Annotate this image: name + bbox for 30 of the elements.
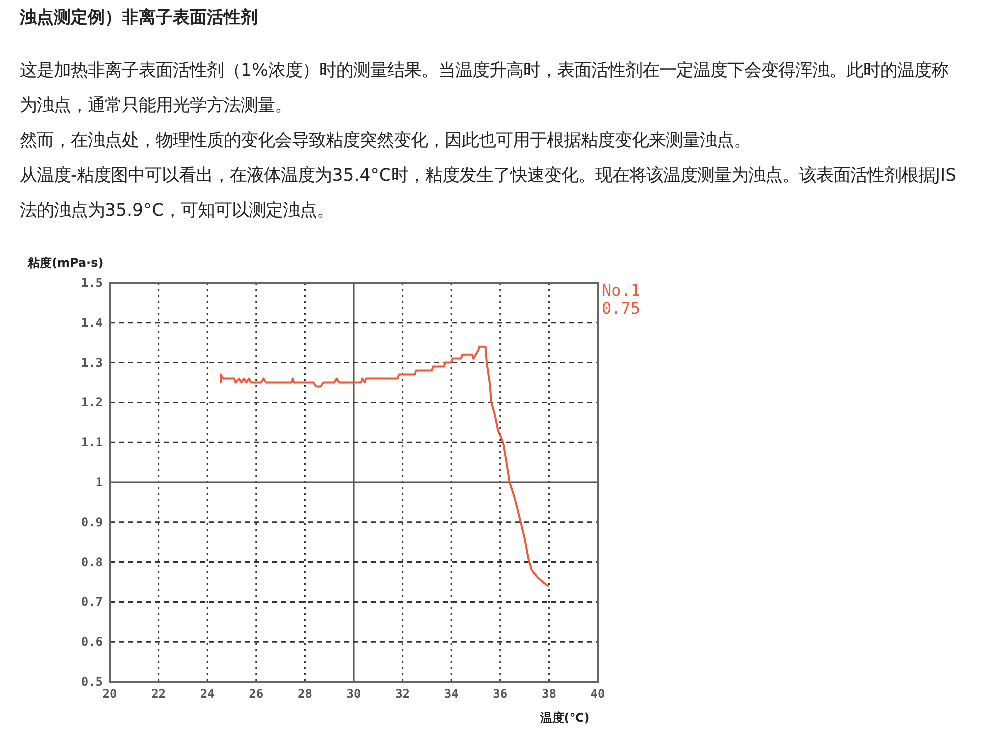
x-tick-label: 40	[590, 687, 606, 701]
x-tick-label: 22	[152, 687, 166, 701]
y-tick-label: 1.3	[81, 356, 103, 370]
x-tick-label: 20	[102, 687, 118, 701]
x-tick-label: 32	[396, 687, 410, 701]
text: 然而，在浊点处，物理性质的变化会导致粘度突然变化，因此也可用于根据粘度变化来测量浊点。	[20, 130, 752, 153]
text: No.1 0.75	[602, 281, 650, 318]
x-tick-label: 30	[346, 687, 362, 701]
text: 从温度-粘度图中可以看出，在液体温度为35.4°C时，粘度发生了快速变化。现在将该温度测量为浊点。该表面活性剂根据JIS法的浊点为35.9°C，可知可以测定浊点。	[20, 165, 958, 223]
x-tick-label: 38	[542, 687, 556, 701]
y-axis-title: 粘度(mPa·s)	[27, 256, 104, 270]
y-tick-label: 1	[96, 476, 103, 490]
y-tick-label: 1.2	[81, 396, 103, 410]
y-tick-label: 0.6	[81, 635, 103, 650]
chart-title: 浊点测定例）非离子表面活性剂	[20, 7, 258, 29]
x-tick-label: 26	[249, 687, 264, 701]
y-tick-label: 1.5	[81, 276, 103, 290]
y-tick-label: 1.1	[81, 436, 103, 450]
line-series	[220, 346, 549, 588]
y-tick-label: 0.9	[81, 515, 103, 530]
x-tick-label: 34	[444, 687, 459, 701]
y-tick-label: 0.5	[81, 675, 103, 689]
x-axis-title: 温度(℃)	[539, 711, 590, 725]
x-tick-label: 36	[493, 687, 508, 701]
y-tick-label: 1.4	[81, 316, 103, 330]
chart-subtitle: 这是加热非离子表面活性剂（1%浓度）时的测量结果。当温度升高时，表面活性剂在一定温度下会变得浑浊。此时的温度称为浊点，通常只能用光学方法测量。	[20, 60, 950, 118]
y-tick-label: 0.7	[81, 595, 103, 610]
y-tick-label: 0.8	[81, 555, 103, 570]
x-tick-label: 24	[200, 687, 215, 701]
x-tick-label: 28	[298, 687, 312, 701]
